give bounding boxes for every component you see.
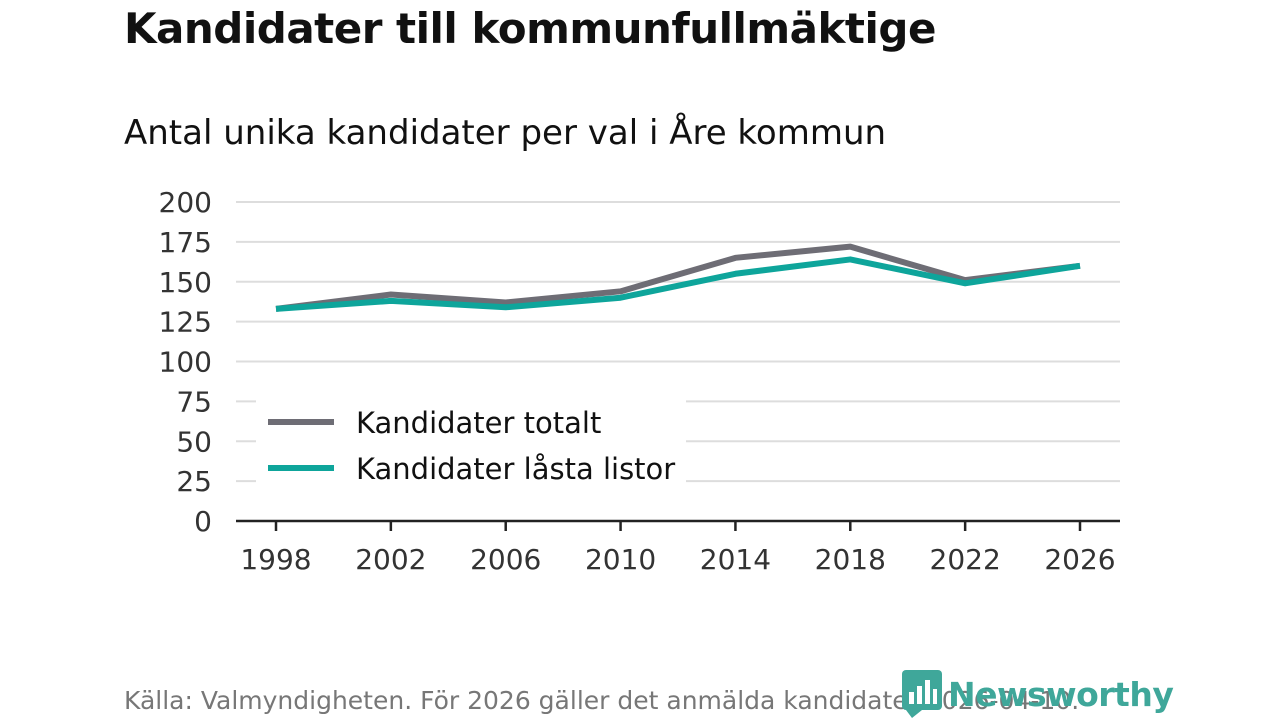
y-tick-label: 25	[176, 465, 212, 498]
x-tick-label: 2014	[700, 543, 771, 576]
x-tick-label: 2006	[470, 543, 541, 576]
x-tick-label: 2002	[355, 543, 426, 576]
series-line-kandidater-lasta-listor	[275, 256, 1081, 312]
y-tick-label: 75	[176, 385, 212, 418]
y-tick-label: 175	[159, 226, 212, 259]
newsworthy-logo-text: Newsworthy	[948, 674, 1174, 714]
y-tick-label: 0	[194, 505, 212, 538]
chart-title: Kandidater till kommunfullmäktige	[124, 4, 936, 53]
x-tick-label: 1998	[240, 543, 311, 576]
newsworthy-logo-icon	[902, 670, 942, 718]
x-tick-label: 2026	[1044, 543, 1115, 576]
chart-subtitle: Antal unika kandidater per val i Åre kom…	[124, 113, 887, 153]
newsworthy-logo: Newsworthy	[902, 670, 1174, 718]
y-tick-label: 125	[159, 306, 212, 339]
legend-label: Kandidater låsta listor	[356, 452, 675, 486]
y-tick-label: 150	[159, 266, 212, 299]
x-tick-label: 2022	[930, 543, 1001, 576]
legend-label: Kandidater totalt	[356, 406, 601, 440]
legend-background	[256, 400, 686, 492]
x-tick-label: 2010	[585, 543, 656, 576]
y-tick-label: 50	[176, 425, 212, 458]
x-tick-label: 2018	[815, 543, 886, 576]
y-tick-label: 100	[159, 346, 212, 379]
y-tick-label: 200	[159, 186, 212, 219]
series-line-kandidater-totalt	[275, 243, 1081, 312]
